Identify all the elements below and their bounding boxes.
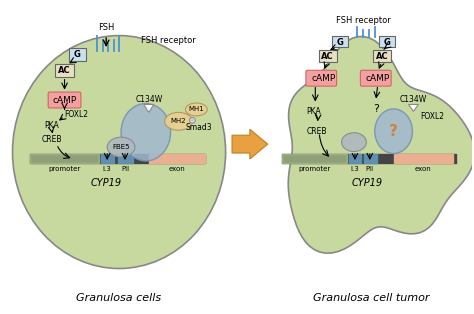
Text: G: G xyxy=(384,38,391,46)
FancyBboxPatch shape xyxy=(332,35,347,47)
Text: Granulosa cell tumor: Granulosa cell tumor xyxy=(312,293,429,303)
Text: AC: AC xyxy=(58,66,71,75)
Text: G: G xyxy=(336,38,343,46)
Ellipse shape xyxy=(164,112,192,130)
Text: I.3: I.3 xyxy=(103,166,111,172)
Text: cAMP: cAMP xyxy=(53,96,77,105)
Ellipse shape xyxy=(12,35,226,268)
FancyBboxPatch shape xyxy=(360,70,391,86)
Text: MH2: MH2 xyxy=(171,118,186,124)
Circle shape xyxy=(190,117,195,123)
Text: CYP19: CYP19 xyxy=(351,178,383,188)
Text: PII: PII xyxy=(121,166,129,172)
FancyBboxPatch shape xyxy=(48,92,81,108)
Text: I.3: I.3 xyxy=(351,166,359,172)
Text: AC: AC xyxy=(321,52,334,62)
Polygon shape xyxy=(144,105,154,112)
Text: Granulosa cells: Granulosa cells xyxy=(76,293,162,303)
Text: FSH receptor: FSH receptor xyxy=(337,16,391,25)
Text: CREB: CREB xyxy=(307,127,328,136)
Polygon shape xyxy=(409,105,419,111)
Text: FSH: FSH xyxy=(98,23,114,32)
Text: FOXL2: FOXL2 xyxy=(64,110,89,119)
FancyBboxPatch shape xyxy=(379,35,395,47)
Text: Smad3: Smad3 xyxy=(185,123,212,132)
Text: promoter: promoter xyxy=(48,166,81,172)
Text: C134W: C134W xyxy=(400,95,427,104)
Text: FBE5: FBE5 xyxy=(112,144,130,150)
Ellipse shape xyxy=(375,109,412,154)
Polygon shape xyxy=(288,36,474,253)
Text: cAMP: cAMP xyxy=(365,74,390,83)
Text: FOXL2: FOXL2 xyxy=(420,112,444,121)
Text: C134W: C134W xyxy=(135,95,163,104)
FancyBboxPatch shape xyxy=(319,51,337,62)
Text: exon: exon xyxy=(168,166,185,172)
Text: PKA: PKA xyxy=(306,107,321,116)
Ellipse shape xyxy=(342,133,366,152)
Text: ?: ? xyxy=(389,124,398,139)
FancyBboxPatch shape xyxy=(374,51,391,62)
Ellipse shape xyxy=(185,103,207,116)
Text: exon: exon xyxy=(415,166,432,172)
Text: MH1: MH1 xyxy=(189,106,204,112)
Text: CREB: CREB xyxy=(41,135,62,144)
Text: FSH receptor: FSH receptor xyxy=(141,35,196,45)
Text: cAMP: cAMP xyxy=(311,74,336,83)
Text: PKA: PKA xyxy=(44,121,59,130)
Text: promoter: promoter xyxy=(298,166,330,172)
Ellipse shape xyxy=(107,137,135,157)
Text: CYP19: CYP19 xyxy=(91,178,122,188)
Ellipse shape xyxy=(121,104,171,161)
FancyBboxPatch shape xyxy=(69,48,86,61)
Polygon shape xyxy=(232,129,268,159)
Text: ?: ? xyxy=(373,105,379,115)
FancyBboxPatch shape xyxy=(306,70,337,86)
Text: AC: AC xyxy=(376,52,389,62)
Text: PII: PII xyxy=(366,166,374,172)
Text: G: G xyxy=(74,51,81,59)
FancyBboxPatch shape xyxy=(55,64,74,77)
